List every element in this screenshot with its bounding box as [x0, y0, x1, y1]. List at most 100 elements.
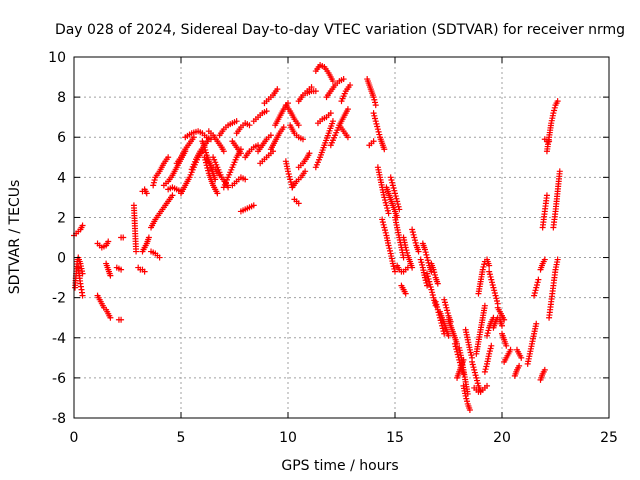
data-point: [483, 363, 490, 370]
chart-title: Day 028 of 2024, Sidereal Day-to-day VTE…: [55, 22, 625, 38]
data-point: [133, 248, 140, 255]
data-point: [370, 94, 377, 101]
data-point: [422, 277, 429, 284]
data-point: [344, 134, 351, 141]
data-point: [494, 298, 501, 305]
data-point: [543, 192, 550, 199]
data-point: [531, 289, 538, 296]
data-point: [388, 177, 395, 184]
data-point: [280, 124, 287, 131]
data-point: [403, 247, 410, 254]
data-point: [143, 190, 150, 197]
data-point: [428, 286, 435, 293]
data-point: [156, 254, 163, 261]
data-point: [214, 190, 221, 197]
data-point: [381, 194, 388, 201]
data-point: [481, 261, 488, 268]
data-point: [550, 110, 557, 117]
data-point: [409, 264, 416, 271]
data-point: [507, 346, 514, 353]
data-point: [430, 266, 437, 273]
data-point: [472, 372, 479, 379]
data-point: [412, 239, 419, 246]
data-point: [107, 314, 114, 321]
data-point: [474, 377, 481, 384]
data-point: [340, 76, 347, 83]
data-point: [503, 342, 510, 349]
data-point: [387, 247, 394, 254]
data-point: [518, 354, 525, 361]
data-point: [430, 294, 437, 301]
data-point: [489, 281, 496, 288]
data-point: [462, 392, 469, 399]
data-point: [105, 238, 112, 245]
data-point: [374, 123, 381, 130]
data-point: [118, 266, 125, 273]
data-point: [382, 227, 389, 234]
data-point: [205, 167, 212, 174]
data-point: [445, 332, 452, 339]
data-point: [541, 256, 548, 263]
data-point: [501, 316, 508, 323]
data-point: [287, 179, 294, 186]
data-point: [480, 263, 487, 270]
data-point: [312, 88, 319, 95]
data-point: [263, 108, 270, 115]
data-point: [466, 406, 473, 413]
data-point: [469, 361, 476, 368]
data-point: [329, 118, 336, 125]
data-point: [427, 283, 434, 290]
data-point: [329, 78, 336, 85]
data-point: [551, 107, 558, 114]
data-point: [419, 261, 426, 268]
data-point: [554, 98, 561, 105]
data-point: [463, 395, 470, 402]
data-point: [410, 231, 417, 238]
data-point: [169, 192, 176, 199]
data-point: [204, 164, 211, 171]
data-point: [120, 234, 127, 241]
x-axis-label: GPS time / hours: [281, 458, 398, 474]
data-point: [426, 278, 433, 285]
data-point: [79, 292, 86, 299]
data-point: [464, 398, 471, 405]
y-tick-label: -8: [52, 411, 66, 427]
x-tick-label: 0: [70, 430, 79, 446]
data-point: [118, 316, 125, 323]
data-point: [442, 302, 449, 309]
data-point: [242, 176, 249, 183]
data-point: [433, 301, 440, 308]
data-point: [381, 146, 388, 153]
data-point: [402, 290, 409, 297]
data-point: [233, 118, 240, 125]
data-point: [499, 322, 505, 329]
data-point: [202, 146, 209, 153]
data-point: [302, 168, 309, 175]
data-point: [424, 254, 431, 261]
data-point: [205, 136, 212, 143]
data-point: [425, 275, 432, 282]
data-point: [486, 262, 493, 269]
data-point: [482, 366, 489, 373]
data-point: [484, 332, 491, 339]
data-point: [409, 226, 416, 233]
data-point: [250, 202, 257, 209]
data-point: [471, 369, 478, 376]
data-point: [470, 364, 477, 371]
data-point: [516, 362, 523, 369]
data-point: [425, 259, 432, 266]
data-point: [486, 348, 493, 355]
y-tick-label: 4: [57, 170, 66, 186]
data-point: [451, 340, 458, 347]
data-point: [453, 346, 460, 353]
data-point: [347, 82, 354, 89]
y-tick-label: -4: [52, 331, 66, 347]
data-point: [370, 138, 377, 145]
y-tick-label: 0: [57, 251, 66, 267]
axes: 0 5 10 15 20 25 -8 -6 -4 -2 0 2 4 6 8 10: [48, 50, 618, 446]
x-tick-label: 10: [279, 430, 297, 446]
data-point: [382, 197, 389, 204]
data-point: [415, 248, 422, 255]
